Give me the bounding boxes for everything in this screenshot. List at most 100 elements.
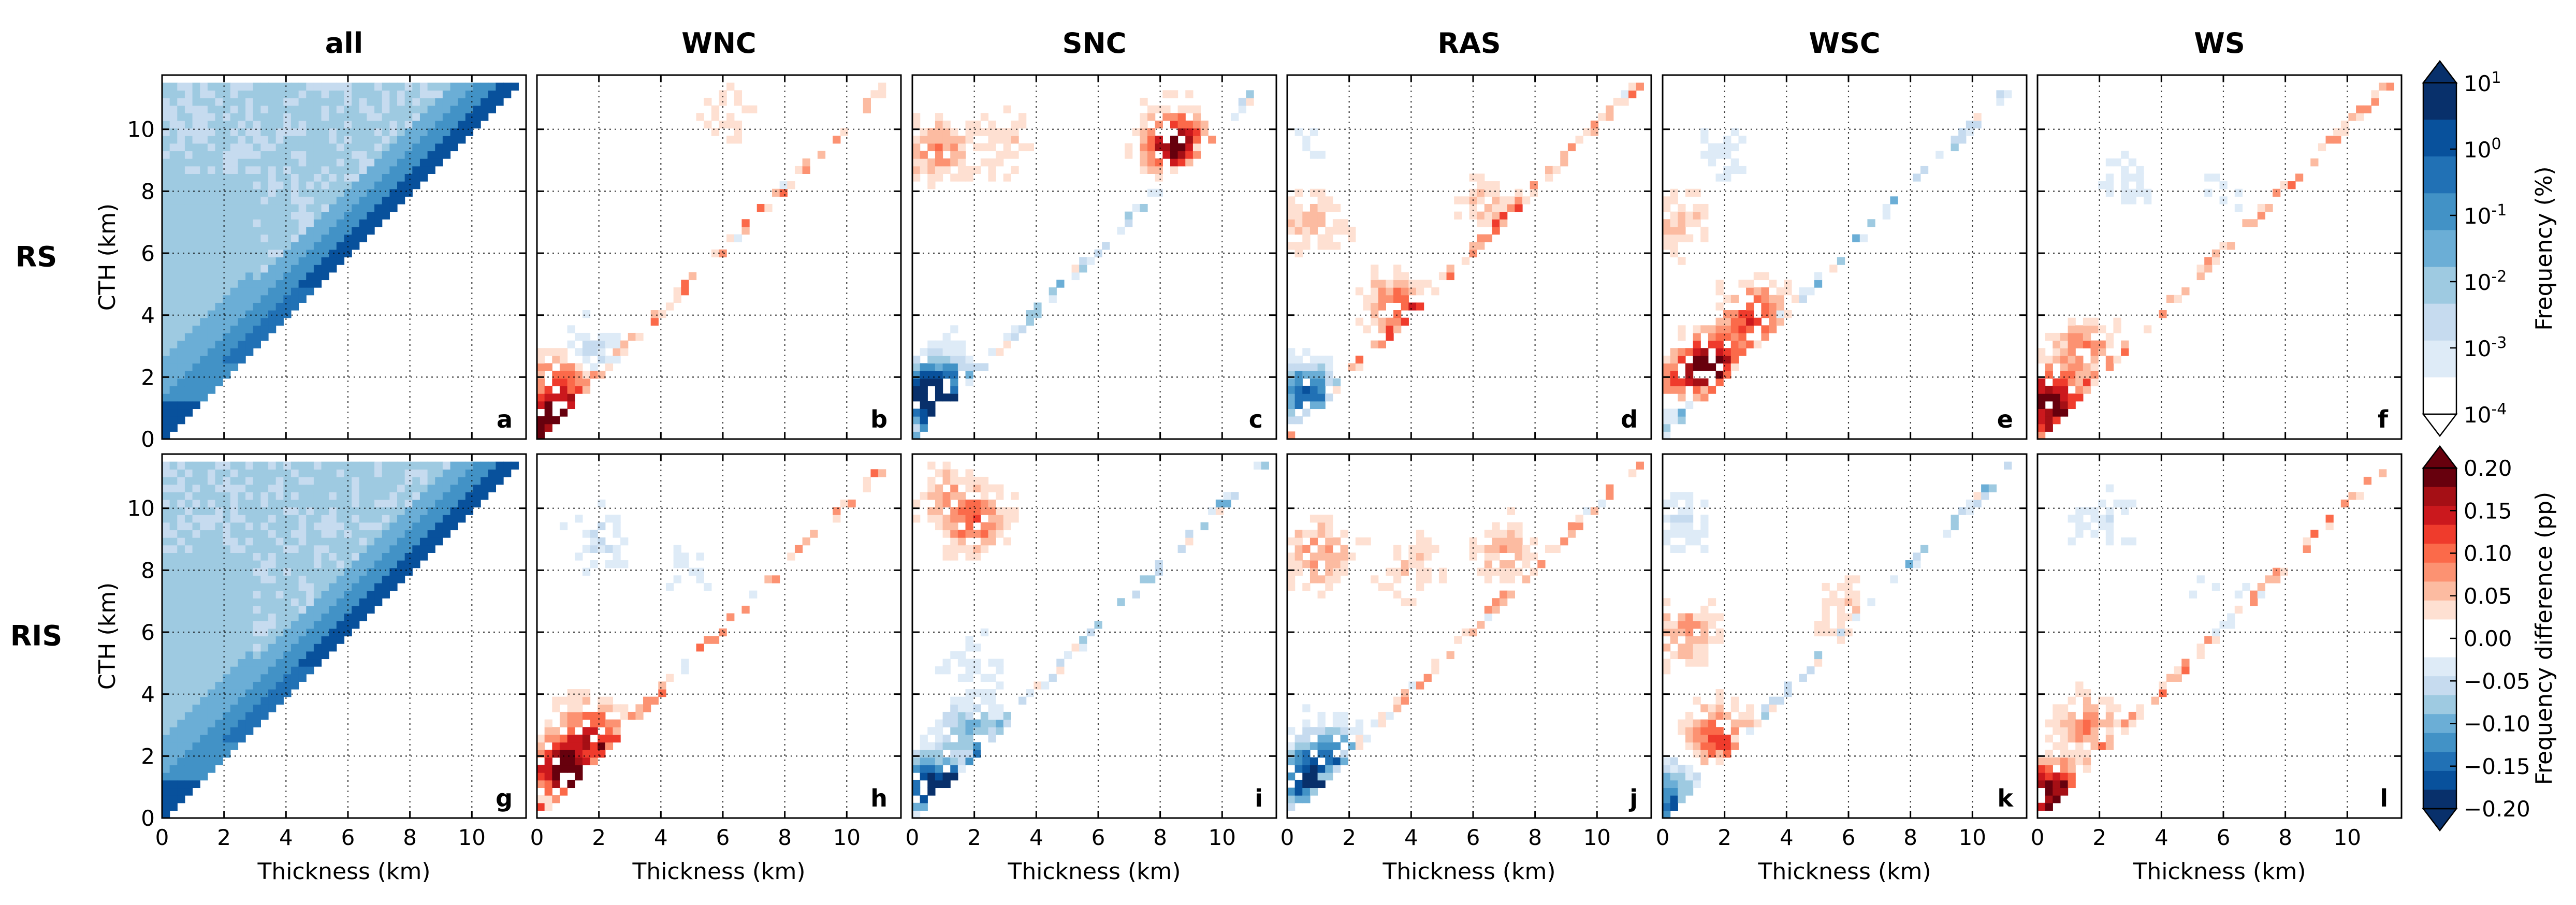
heatmap-cell [1663,424,1671,432]
heatmap-cell [1132,203,1140,212]
heatmap-cell [223,173,231,182]
heatmap-cell [268,211,276,220]
heatmap-cell [957,742,966,750]
heatmap-cell [306,522,314,531]
heatmap-cell [215,644,223,652]
heatmap-cell [1484,613,1493,621]
heatmap-cell [1670,234,1678,242]
heatmap-cell [1670,378,1678,387]
heatmap-cell [169,681,178,690]
heatmap-cell [374,499,383,508]
heatmap-cell [298,644,307,652]
heatmap-cell [1309,151,1318,159]
heatmap-cell [965,727,973,735]
heatmap-cell [290,484,299,492]
heatmap-cell [935,386,943,394]
heatmap-cell [1814,659,1823,667]
heatmap-cell [162,408,170,417]
heatmap-cell [290,499,299,508]
heatmap-cell [598,355,606,364]
heatmap-cell [200,325,208,333]
heatmap-cell [2083,507,2091,515]
heatmap-cell [321,219,329,227]
heatmap-cell [192,97,200,106]
heatmap-cell [238,644,246,652]
heatmap-cell [1401,272,1409,281]
heatmap-cell [942,332,951,341]
heatmap-cell [207,219,216,227]
heatmap-cell [169,188,178,197]
heatmap-cell [544,787,552,796]
heatmap-cell [1981,492,1989,500]
heatmap-cell [192,105,200,113]
heatmap-cell [2068,325,2076,333]
heatmap-cell [613,530,621,538]
heatmap-cell [1332,711,1341,720]
heatmap-cell [184,590,193,599]
heatmap-cell [605,332,614,341]
heatmap-cell [1302,408,1311,417]
heatmap-cell [321,249,329,258]
heatmap-cell [336,507,345,515]
heatmap-cell [1340,750,1348,758]
heatmap-cell [1185,120,1194,129]
heatmap-cell [2356,105,2364,113]
heatmap-cell [397,545,405,553]
heatmap-cell [177,363,185,371]
heatmap-cell [298,143,307,152]
heatmap-cell [2083,325,2091,333]
heatmap-cell [238,507,246,515]
heatmap-cell [650,310,659,318]
heatmap-cell [200,605,208,614]
heatmap-cell [1507,537,1515,546]
heatmap-cell [419,173,428,182]
heatmap-cell [419,120,428,129]
heatmap-cell [162,120,170,129]
heatmap-cell [238,537,246,546]
heatmap-cell [268,674,276,682]
heatmap-cell [450,82,458,91]
heatmap-cell [1746,704,1754,712]
heatmap-cell [177,196,185,205]
heatmap-cell [1678,628,1686,637]
heatmap-cell [344,105,352,113]
heatmap-cell [192,143,200,152]
heatmap-cell [2280,567,2288,576]
heatmap-cell [848,499,856,508]
heatmap-cell [238,242,246,250]
heatmap-cell [238,666,246,675]
heatmap-cell [1663,621,1671,629]
heatmap-cell [2379,469,2387,477]
heatmap-cell [1670,219,1678,227]
heatmap-cell [833,515,841,523]
heatmap-cell [230,666,239,675]
colorbar-bin [2423,676,2456,696]
heatmap-cell [1332,765,1341,773]
heatmap-cell [329,644,337,652]
heatmap-cell [435,120,443,129]
heatmap-cell [950,765,958,773]
heatmap-cell [920,363,928,371]
heatmap-cell [374,560,383,568]
heatmap-cell [2121,537,2129,546]
heatmap-cell [1814,280,1823,288]
heatmap-cell [313,120,322,129]
heatmap-cell [1309,787,1318,796]
heatmap-cell [1378,719,1386,727]
heatmap-cell [1155,136,1163,144]
heatmap-cell [382,203,390,212]
heatmap-cell [215,674,223,682]
heatmap-cell [268,265,276,273]
heatmap-cell [481,97,489,106]
heatmap-cell [382,82,390,91]
heatmap-cell [658,689,666,697]
heatmap-cell [2053,332,2061,341]
heatmap-cell [283,674,292,682]
heatmap-cell [1355,355,1364,364]
heatmap-cell [1446,265,1454,273]
heatmap-cell [359,151,368,159]
heatmap-cell [1416,280,1424,288]
heatmap-cell [1469,628,1477,637]
heatmap-cell [290,302,299,311]
heatmap-cell [283,575,292,583]
